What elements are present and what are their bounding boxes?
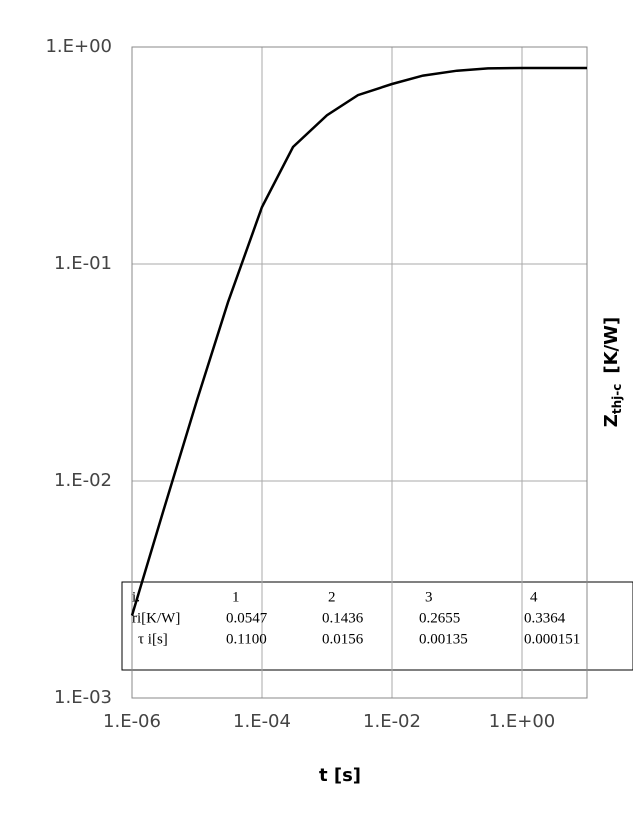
x-axis-label: t [s] bbox=[319, 765, 361, 786]
x-tick-label: 1.E-06 bbox=[103, 711, 161, 732]
table-cell: τ i[s] bbox=[138, 631, 168, 647]
y-label-unit: [K/W] bbox=[601, 317, 622, 374]
table-cell: 0.3364 bbox=[524, 610, 566, 626]
x-tick-label: 1.E-04 bbox=[233, 711, 291, 732]
x-tick-label: 1.E+00 bbox=[489, 711, 556, 732]
table-cell: i: bbox=[132, 589, 140, 605]
y-label-subscript: thj-c bbox=[610, 384, 624, 415]
table-cell: 1 bbox=[232, 589, 240, 605]
y-tick-label: 1.E-02 bbox=[54, 470, 112, 491]
table-cell: 4 bbox=[530, 589, 538, 605]
table-cell: 0.1100 bbox=[226, 631, 267, 647]
table-cell: 0.0156 bbox=[322, 631, 364, 647]
y-axis-label: Zthj-c [K/W] bbox=[601, 317, 624, 427]
y-axis-label-text: Zthj-c [K/W] bbox=[601, 317, 624, 427]
table-cell: 0.0547 bbox=[226, 610, 268, 626]
table-box bbox=[121, 581, 633, 671]
table-cell: 0.000151 bbox=[524, 631, 580, 647]
table-cell: 0.1436 bbox=[322, 610, 364, 626]
table-cell: 2 bbox=[328, 589, 336, 605]
y-tick-label: 1.E-03 bbox=[54, 687, 112, 708]
table-cell: 0.2655 bbox=[419, 610, 460, 626]
x-tick-label: 1.E-02 bbox=[363, 711, 421, 732]
table-cell: ri[K/W] bbox=[132, 610, 180, 626]
table-cell: 0.00135 bbox=[419, 631, 468, 647]
y-tick-label: 1.E+00 bbox=[45, 36, 112, 57]
plot-frame bbox=[131, 46, 588, 699]
curve bbox=[130, 66, 587, 616]
y-tick-label: 1.E-01 bbox=[54, 253, 112, 274]
table-cell: 3 bbox=[425, 589, 433, 605]
y-label-symbol: Z bbox=[601, 414, 622, 427]
